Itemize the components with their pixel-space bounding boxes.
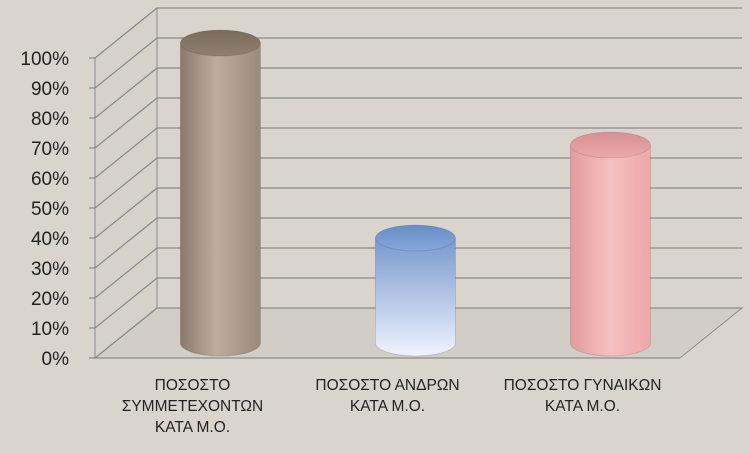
x-axis-labels: ΠΟΣΟΣΤΟ ΣΥΜΜΕΤΕΧΟΝΤΩΝ ΚΑΤΑ Μ.Ο. ΠΟΣΟΣΤΟ ΑΝΔ… — [122, 377, 662, 436]
y-tick-label: 40% — [31, 229, 69, 250]
x-category-label: ΠΟΣΟΣΤΟ ΣΥΜΜΕΤΕΧΟΝΤΩΝ ΚΑΤΑ Μ.Ο. — [122, 377, 263, 436]
bar-top — [179, 29, 261, 57]
y-tick-label: 100% — [20, 49, 69, 70]
bars — [179, 29, 651, 357]
gridline — [94, 37, 742, 89]
gridline — [94, 217, 742, 269]
bar-body — [180, 42, 261, 357]
gridline — [94, 97, 742, 149]
bar-top — [570, 131, 651, 159]
y-axis-ticks: 0% 10% 20% 30% 40% 50% 60% 70% 80% 90% 100% — [20, 49, 680, 370]
bar-body — [375, 237, 456, 357]
gridline — [94, 127, 742, 179]
gridline — [94, 7, 742, 59]
y-tick-label: 0% — [42, 349, 70, 370]
gridlines — [94, 7, 742, 359]
bar — [374, 224, 456, 357]
bar — [570, 131, 651, 357]
x-category-label: ΠΟΣΟΣΤΟ ΓΥΝΑΙΚΩΝ ΚΑΤΑ Μ.Ο. — [504, 377, 662, 415]
y-tick-label: 30% — [31, 259, 69, 280]
gridline — [94, 277, 742, 329]
gridline — [94, 157, 742, 209]
y-tick-label: 80% — [31, 109, 69, 130]
y-tick-label: 90% — [31, 79, 69, 100]
gridline — [94, 67, 742, 119]
gridline — [94, 247, 742, 299]
gridline — [94, 307, 742, 359]
y-tick-label: 10% — [31, 319, 69, 340]
y-tick-label: 60% — [31, 169, 69, 190]
x-category-label: ΠΟΣΟΣΤΟ ΑΝΔΡΩΝ ΚΑΤΑ Μ.Ο. — [315, 377, 459, 415]
bar-body — [570, 144, 651, 357]
y-tick-label: 20% — [31, 289, 69, 310]
y-tick-label: 70% — [31, 139, 69, 160]
y-tick-label: 50% — [31, 199, 69, 220]
bar-top — [374, 224, 456, 252]
bar — [179, 29, 261, 357]
gridline — [94, 187, 742, 239]
